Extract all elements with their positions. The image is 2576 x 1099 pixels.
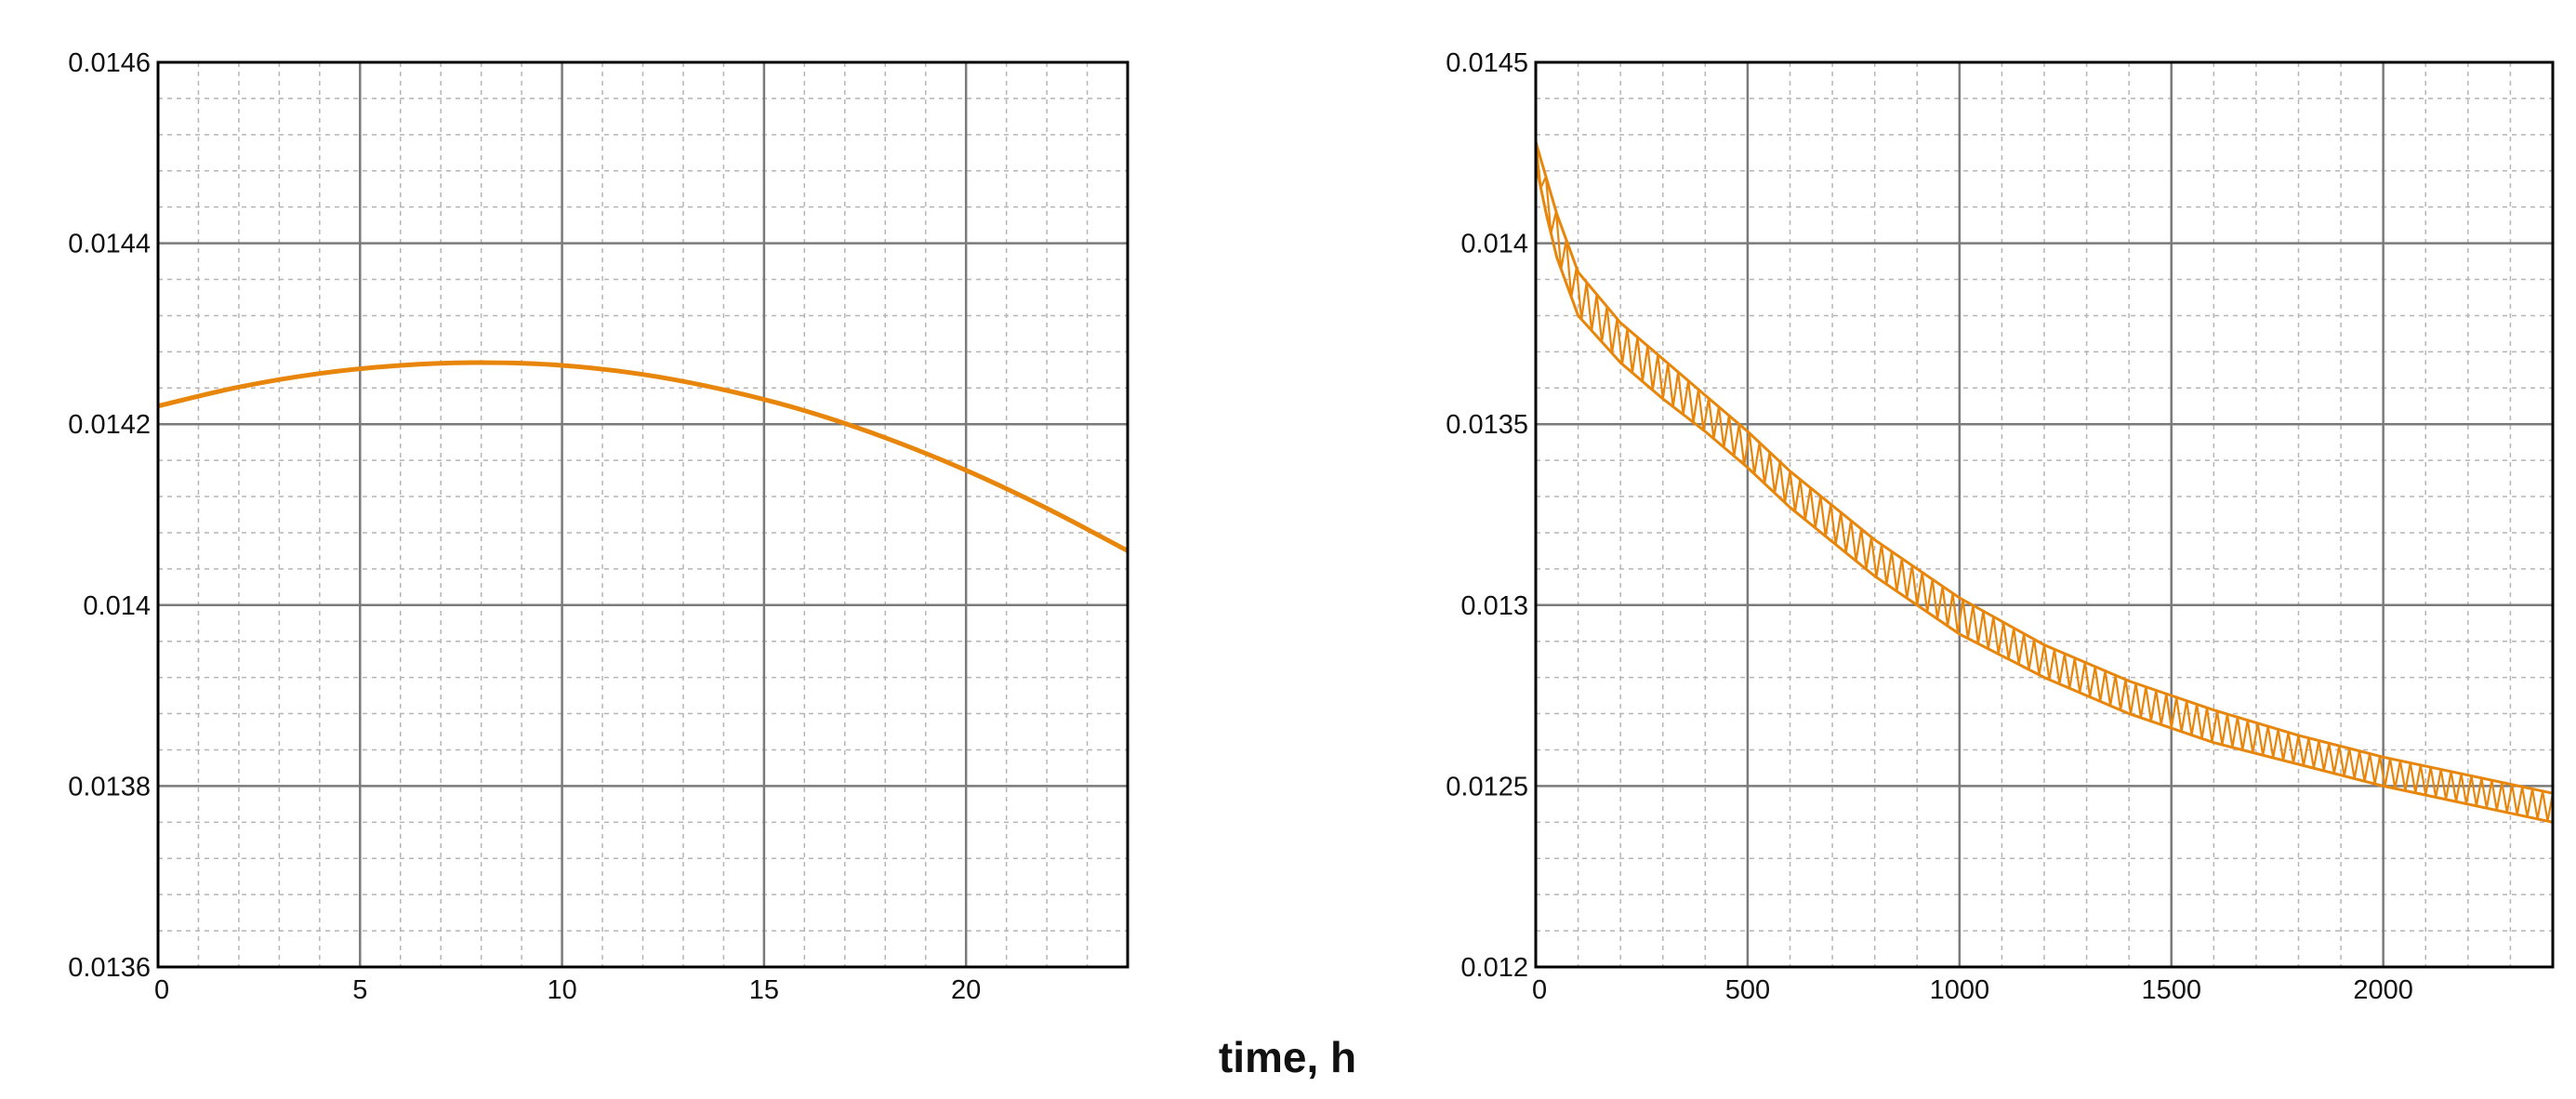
series-upper-envelope <box>1534 141 2554 795</box>
y-tick-label: 0.0142 <box>68 410 151 440</box>
x-tick-label: 500 <box>1725 975 1770 1005</box>
right-chart-panel: 0.012 0.0125 0.013 0.0135 0.014 0.0145 0 500 100… <box>1446 48 2555 1005</box>
y-tick-label: 0.014 <box>1460 230 1528 259</box>
y-tick-label: 0.0125 <box>1446 772 1528 801</box>
x-axis-label: time, h <box>1219 1033 1356 1081</box>
y-tick-label: 0.0145 <box>1446 48 1528 78</box>
plot-frame <box>156 60 1129 969</box>
x-tick-label: 0 <box>1532 975 1547 1005</box>
x-tick-label: 15 <box>749 975 779 1005</box>
y-tick-label: 0.0136 <box>68 953 151 983</box>
y-tick-label: 0.0146 <box>68 48 151 78</box>
left-chart-panel: 0.0136 0.0138 0.014 0.0142 0.0144 0.0146 0 5 10 1… <box>68 48 1129 1005</box>
x-tick-label: 5 <box>352 975 367 1005</box>
y-tick-label: 0.0135 <box>1446 410 1528 440</box>
series-line <box>157 360 1129 553</box>
y-tick-label: 0.012 <box>1460 953 1528 983</box>
series-lower-envelope <box>1534 163 2554 824</box>
x-tick-label: 1000 <box>1930 975 1990 1005</box>
plot-frame <box>1534 60 2555 969</box>
x-tick-label: 10 <box>547 975 576 1005</box>
x-tick-label: 2000 <box>2353 975 2413 1005</box>
y-tick-label: 0.013 <box>1460 591 1528 621</box>
y-tick-label: 0.0144 <box>68 230 151 259</box>
x-tick-label: 1500 <box>2141 975 2201 1005</box>
x-tick-label: 20 <box>951 975 981 1005</box>
y-tick-label: 0.0138 <box>68 772 151 801</box>
y-tick-label: 0.014 <box>83 591 151 621</box>
x-tick-label: 0 <box>154 975 169 1005</box>
